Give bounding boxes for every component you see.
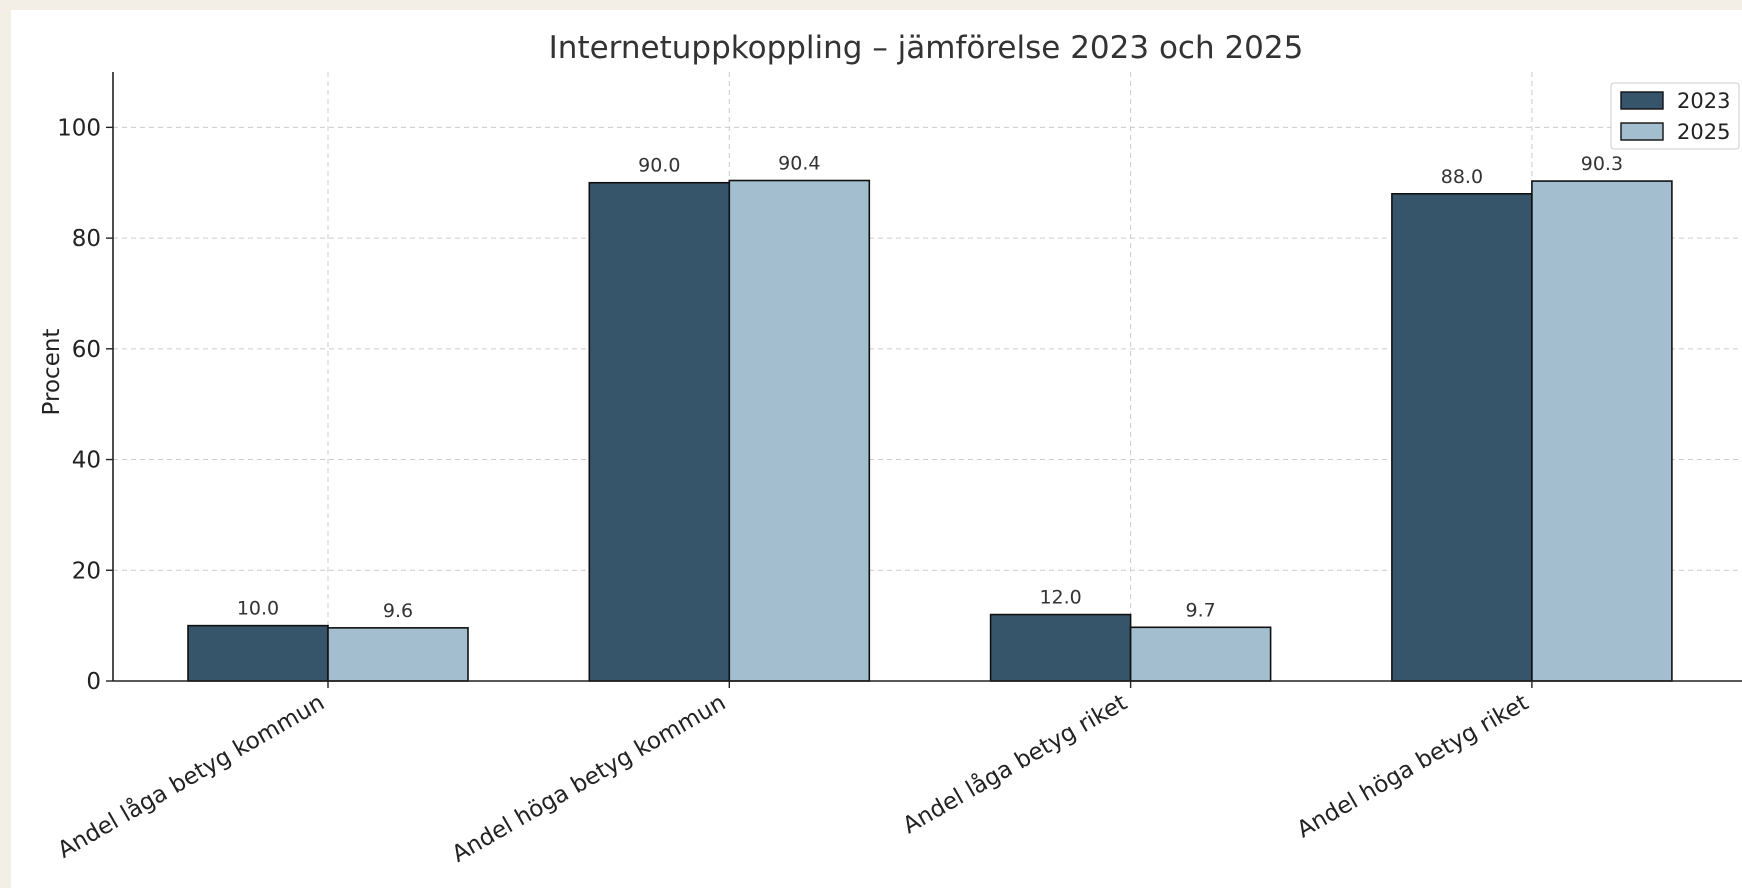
y-tick-label: 80 <box>72 226 101 252</box>
legend: 2023 2025 <box>1610 82 1740 150</box>
bar-value-label: 88.0 <box>1441 166 1483 188</box>
bar-2025-3 <box>1531 180 1673 682</box>
bar-2023-3 <box>1391 193 1533 682</box>
legend-label: 2023 <box>1677 89 1730 113</box>
legend-swatch <box>1620 122 1664 141</box>
axes <box>112 72 1742 682</box>
chart-title: Internetuppkoppling – jämförelse 2023 oc… <box>549 30 1304 66</box>
bar-value-label: 12.0 <box>1039 587 1081 609</box>
y-tick-label: 60 <box>72 337 101 363</box>
y-tick-labels: 0 20 40 60 80 100 <box>57 115 113 695</box>
bar-value-label: 9.6 <box>383 600 413 622</box>
bar-2025-0 <box>327 627 469 682</box>
y-tick-label: 100 <box>57 115 101 141</box>
bar-2025-1 <box>728 179 871 682</box>
bar-2023-1 <box>588 181 731 682</box>
bar-value-label: 90.3 <box>1581 153 1623 175</box>
legend-swatch <box>1620 91 1664 110</box>
bar-value-label: 90.0 <box>638 155 680 177</box>
bar-value-label: 10.0 <box>237 598 279 620</box>
y-axis-label: Procent <box>39 329 65 416</box>
y-tick-label: 20 <box>72 558 101 584</box>
bar-2023-0 <box>187 624 329 682</box>
chart-frame: 0 20 40 60 80 100 Andel låga betyg kommun Ande… <box>11 10 1742 888</box>
y-tick-label: 0 <box>86 669 101 695</box>
bar-value-label: 90.4 <box>778 153 820 175</box>
grid <box>113 72 1742 681</box>
legend-label: 2025 <box>1677 120 1730 144</box>
bar-value-label: 9.7 <box>1185 599 1215 621</box>
y-tick-label: 40 <box>72 448 101 474</box>
bar-2025-2 <box>1129 626 1272 682</box>
bar-2023-2 <box>989 613 1132 682</box>
data-labels: 10.0 90.0 12.0 88.0 9.6 90.4 9.7 90.3 <box>237 153 1623 622</box>
bars <box>187 179 1673 682</box>
